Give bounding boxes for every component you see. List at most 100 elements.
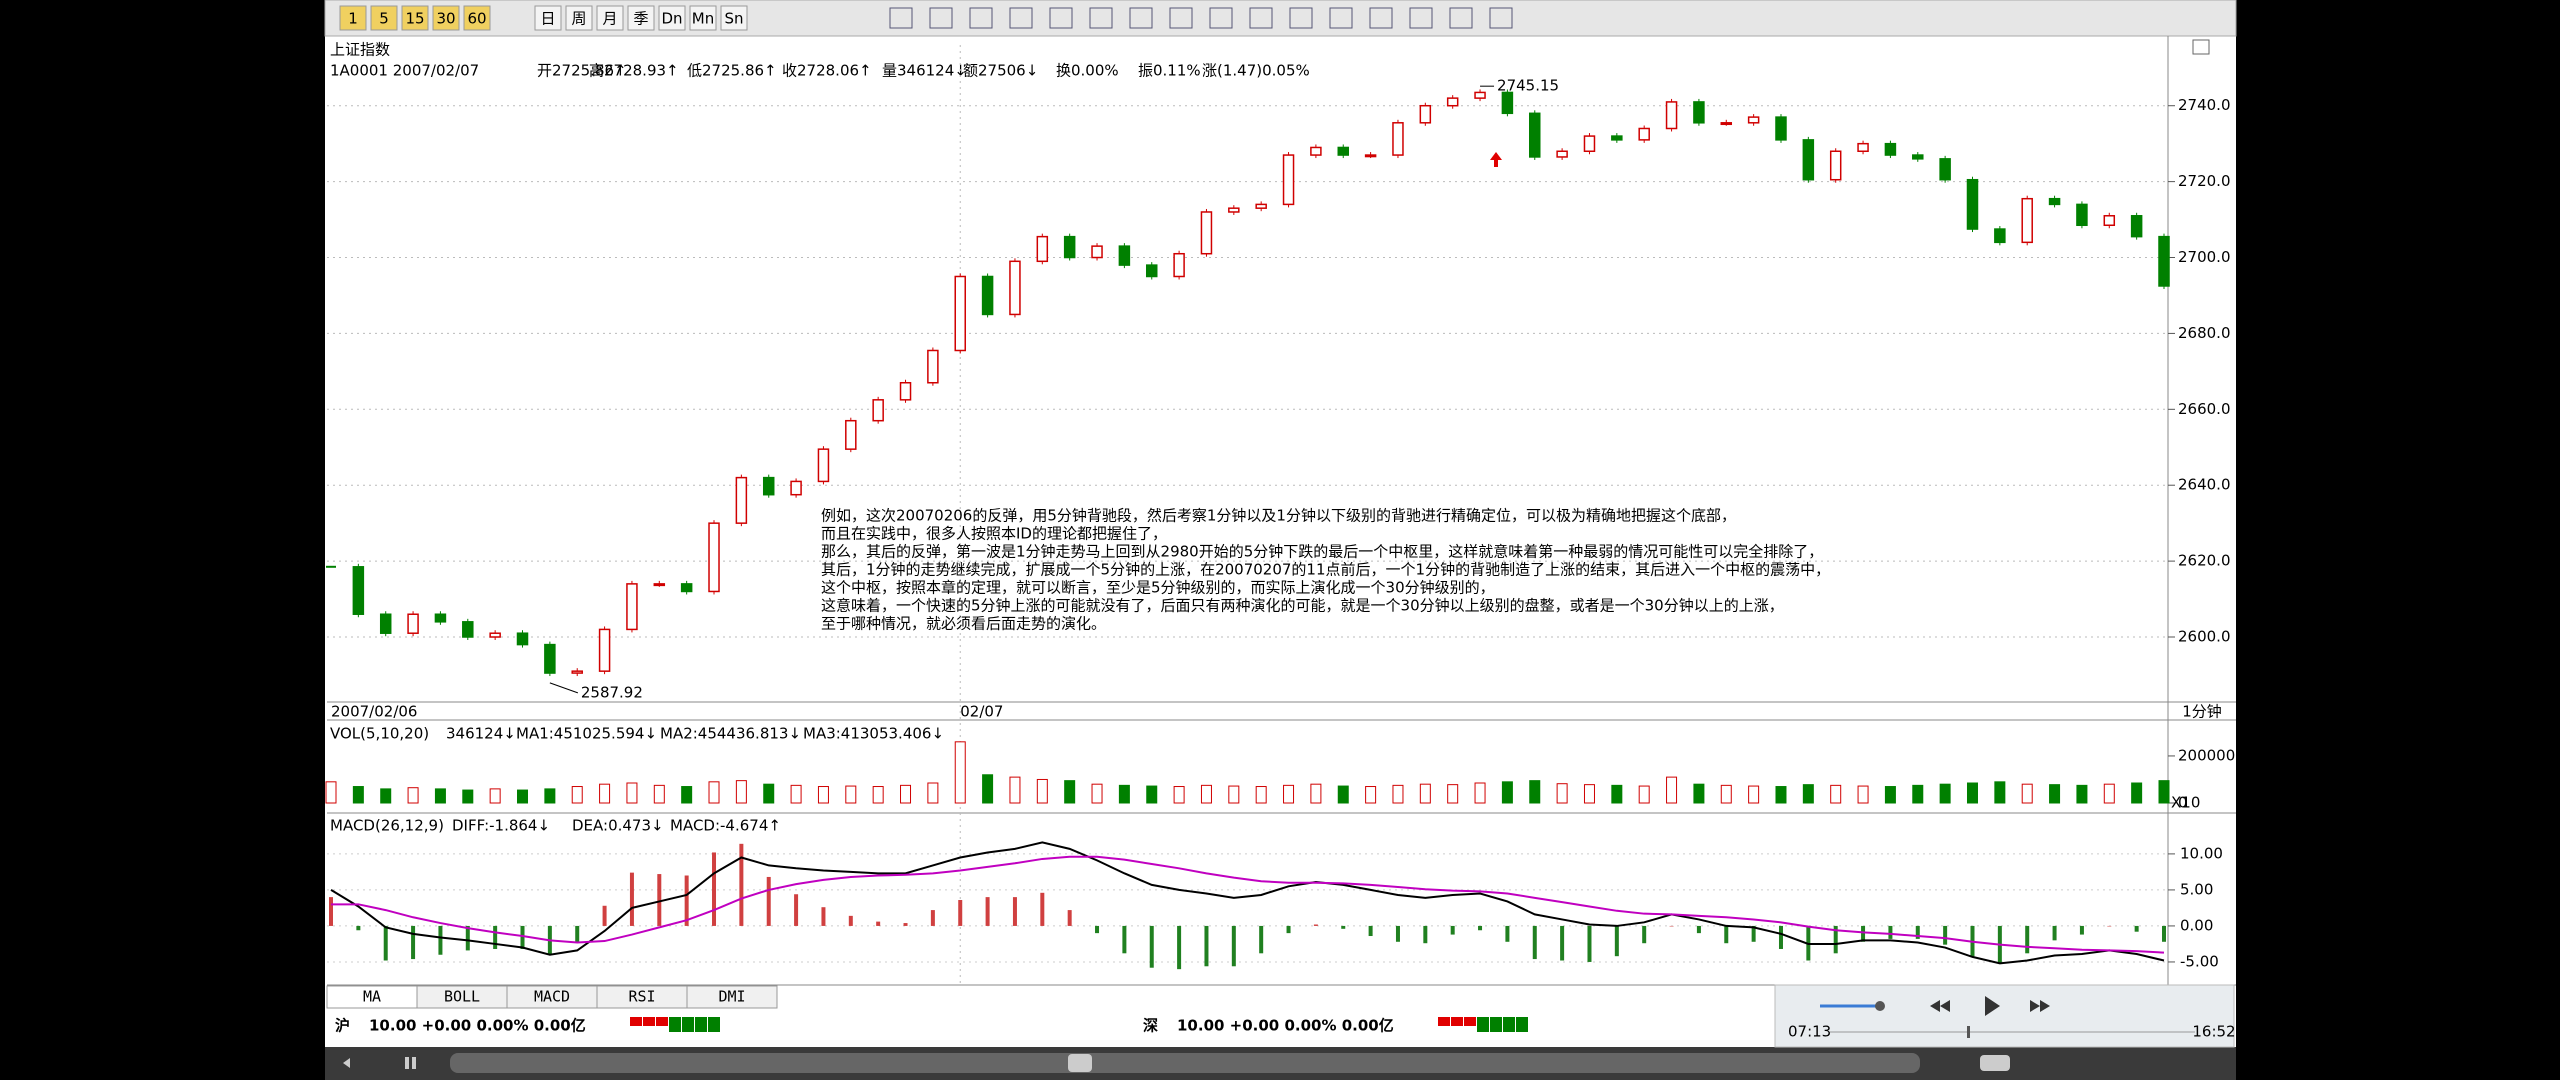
toolbar-icon[interactable] (889, 7, 913, 29)
toolbar-button-label: 日 (540, 10, 555, 28)
candle (981, 275, 994, 316)
toolbar-button[interactable] (689, 5, 717, 31)
candle (1118, 245, 1131, 266)
volume-bar (1611, 784, 1623, 804)
toolbar-button[interactable] (658, 5, 686, 31)
candle (735, 476, 748, 524)
y-tick-label: 2700.0 (2178, 248, 2231, 266)
macd-bar (520, 925, 525, 949)
volume-bar (517, 789, 529, 804)
candle (462, 621, 474, 638)
macd-bar (1560, 925, 1565, 961)
indicator-tab[interactable] (686, 985, 778, 1009)
seek-thumb[interactable] (1068, 1054, 1092, 1072)
candle (1364, 154, 1377, 158)
macd-bar (602, 905, 607, 926)
toolbar-icon[interactable] (1329, 7, 1353, 29)
candle (845, 419, 857, 450)
toolbar-icon[interactable] (1209, 7, 1233, 29)
volume-bar (1857, 785, 1869, 804)
candle (571, 670, 583, 674)
macd-bar (1040, 892, 1045, 926)
toolbar-icon[interactable] (1289, 7, 1313, 29)
low-label: 2587.92 (581, 683, 643, 701)
volume-bar (1228, 785, 1240, 804)
progress-thumb[interactable] (1967, 1026, 1970, 1038)
candle (1255, 203, 1267, 209)
toolbar-icon[interactable] (1129, 7, 1153, 29)
high-label: 2745.15 (1497, 77, 1559, 95)
macd-bar (684, 875, 689, 926)
macd-bar (739, 843, 744, 926)
candle (2048, 197, 2061, 206)
toolbar-icon[interactable] (1369, 7, 1393, 29)
macd-bar (1368, 925, 1373, 937)
macd-bar (629, 872, 634, 926)
window-icon[interactable] (2192, 39, 2210, 55)
prev-button[interactable] (343, 1058, 350, 1068)
volume-bar (380, 788, 392, 804)
volume-bar (708, 781, 720, 804)
candle (872, 399, 884, 422)
volume-thumb[interactable] (1875, 1001, 1885, 1011)
rewind-button[interactable] (1930, 1000, 1940, 1012)
y-tick-label: 200000 (2178, 746, 2235, 764)
indicator-tab-label: RSI (628, 988, 655, 1006)
rewind-button[interactable] (1940, 1000, 1950, 1012)
toolbar-icon[interactable] (1249, 7, 1273, 29)
candle (1200, 211, 1213, 255)
toolbar-icon[interactable] (1449, 7, 1473, 29)
pause-button[interactable] (405, 1057, 409, 1069)
toolbar-button[interactable] (596, 5, 624, 31)
quote-info: 换0.00% (1056, 62, 1119, 80)
seek-track[interactable] (450, 1053, 1920, 1073)
toolbar-icon[interactable] (969, 7, 993, 29)
candle (379, 613, 392, 634)
date-label: 02/07 (960, 703, 1003, 721)
volume-bar (1091, 783, 1103, 804)
toolbar-icon[interactable] (929, 7, 953, 29)
breadth-block (708, 1017, 720, 1032)
y-tick-label: 2720.0 (2178, 172, 2231, 190)
toolbar-button[interactable] (534, 5, 562, 31)
toolbar-button[interactable] (432, 5, 460, 31)
macd-bar (329, 897, 333, 926)
volume-knob[interactable] (1980, 1055, 2010, 1071)
toolbar-button[interactable] (565, 5, 593, 31)
toolbar-icon[interactable] (1049, 7, 1073, 29)
toolbar-icon[interactable] (1169, 7, 1193, 29)
toolbar-button[interactable] (720, 5, 748, 31)
toolbar-button[interactable] (370, 5, 398, 31)
toolbar-icon[interactable] (1409, 7, 1433, 29)
breadth-block (1516, 1017, 1528, 1032)
toolbar-button[interactable] (463, 5, 491, 31)
breadth-block (1464, 1017, 1476, 1026)
candle (1501, 91, 1514, 115)
macd-bar (1286, 925, 1291, 934)
y-tick-label: 2640.0 (2178, 476, 2231, 494)
toolbar-icon[interactable] (1089, 7, 1113, 29)
macd-bar (2134, 925, 2139, 932)
candle (1337, 146, 1350, 156)
forward-button[interactable] (2040, 1000, 2050, 1012)
candle (489, 632, 501, 638)
macd-bar (1915, 925, 1920, 939)
toolbar-button[interactable] (339, 5, 367, 31)
macd-bar (821, 907, 826, 926)
toolbar-icon[interactable] (1489, 7, 1513, 29)
volume-bar (1064, 780, 1076, 804)
macd-bar (794, 894, 799, 926)
pause-button[interactable] (412, 1057, 416, 1069)
macd-bar (2025, 925, 2030, 954)
quote-info: 高2728.93↑ (589, 62, 679, 80)
macd-bar (1149, 925, 1154, 968)
toolbar-icon[interactable] (1009, 7, 1033, 29)
candle (2021, 197, 2033, 244)
play-button[interactable] (1985, 996, 2000, 1016)
toolbar-button[interactable] (627, 5, 655, 31)
indicator-tab-label: DMI (718, 988, 745, 1006)
toolbar-button[interactable] (401, 5, 429, 31)
volume-bar (1830, 784, 1842, 804)
forward-button[interactable] (2030, 1000, 2040, 1012)
annotation-line: 这个中枢，按照本章的定理，就可以断言，至少是5分钟级别的，而实际上演化成一个30… (821, 579, 1495, 597)
